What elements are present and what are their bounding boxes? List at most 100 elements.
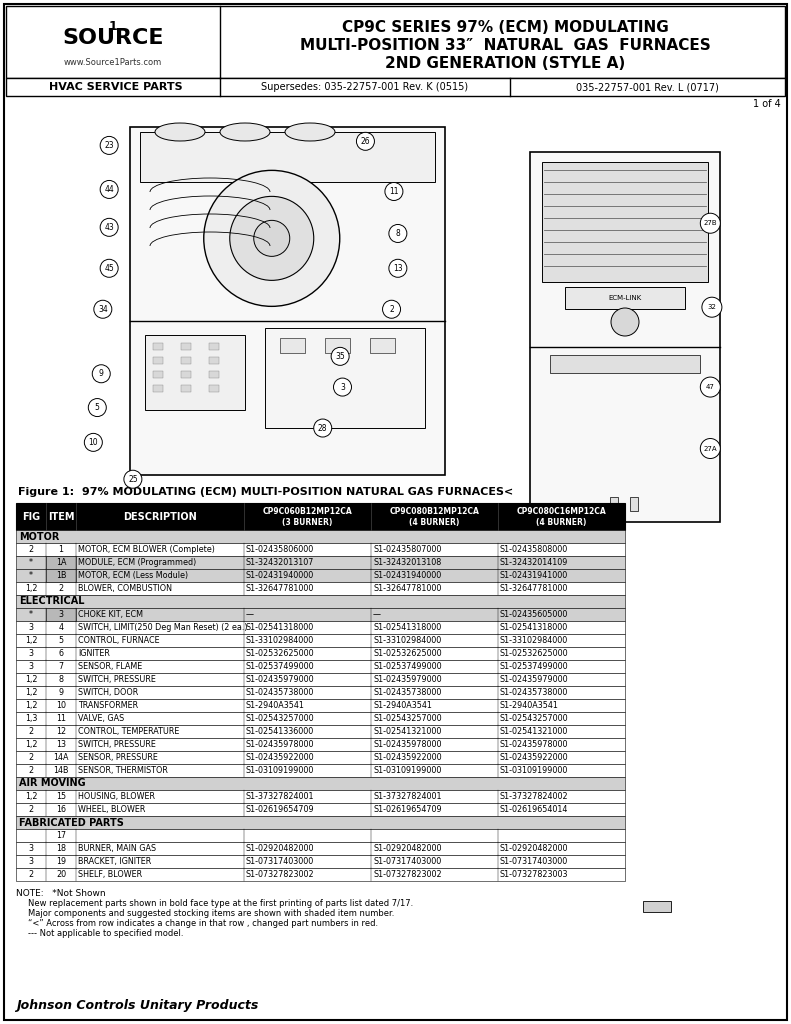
Text: 5: 5 bbox=[95, 403, 100, 412]
Text: --- Not applicable to specified model.: --- Not applicable to specified model. bbox=[28, 929, 184, 938]
Text: S1-02920482000: S1-02920482000 bbox=[246, 844, 315, 853]
Ellipse shape bbox=[285, 123, 335, 141]
Text: S1-02537499000: S1-02537499000 bbox=[500, 662, 569, 671]
Text: (3 BURNER): (3 BURNER) bbox=[282, 518, 333, 527]
Text: S1-02532625000: S1-02532625000 bbox=[500, 649, 569, 658]
Text: S1-02532625000: S1-02532625000 bbox=[373, 649, 441, 658]
Text: 1,2: 1,2 bbox=[25, 701, 37, 710]
Text: 3: 3 bbox=[28, 844, 33, 853]
Text: 16: 16 bbox=[56, 805, 66, 814]
Text: S1-03109199000: S1-03109199000 bbox=[373, 766, 441, 775]
Circle shape bbox=[229, 197, 314, 281]
Text: S1-02543257000: S1-02543257000 bbox=[500, 714, 569, 723]
Text: S1-02435808000: S1-02435808000 bbox=[500, 545, 568, 554]
Text: 1,2: 1,2 bbox=[25, 688, 37, 697]
Text: S1-02435922000: S1-02435922000 bbox=[246, 753, 315, 762]
Text: DESCRIPTION: DESCRIPTION bbox=[123, 512, 197, 521]
Text: S1-07327823002: S1-07327823002 bbox=[373, 870, 441, 879]
Text: S1-02435807000: S1-02435807000 bbox=[373, 545, 441, 554]
Text: MODULE, ECM (Programmed): MODULE, ECM (Programmed) bbox=[78, 558, 196, 567]
Bar bbox=[16, 699, 625, 712]
Bar bbox=[46, 608, 76, 621]
Text: S1-2940A3541: S1-2940A3541 bbox=[246, 701, 305, 710]
Bar bbox=[16, 660, 625, 673]
Text: BLOWER, COMBUSTION: BLOWER, COMBUSTION bbox=[78, 584, 172, 593]
Text: SENSOR, THERMISTOR: SENSOR, THERMISTOR bbox=[78, 766, 168, 775]
Text: 13: 13 bbox=[393, 264, 403, 272]
Text: HVAC SERVICE PARTS: HVAC SERVICE PARTS bbox=[49, 82, 183, 92]
Text: S1-02541321000: S1-02541321000 bbox=[373, 727, 441, 736]
Circle shape bbox=[700, 377, 721, 397]
Text: 11: 11 bbox=[389, 187, 399, 196]
Text: 2: 2 bbox=[28, 727, 33, 736]
Bar bbox=[16, 503, 625, 530]
Text: S1-07327823002: S1-07327823002 bbox=[246, 870, 315, 879]
Text: S1-02541321000: S1-02541321000 bbox=[500, 727, 569, 736]
Text: ITEM: ITEM bbox=[47, 512, 74, 521]
Text: S1-02619654014: S1-02619654014 bbox=[500, 805, 569, 814]
Text: 2: 2 bbox=[28, 545, 33, 554]
Text: 25: 25 bbox=[128, 475, 138, 483]
Text: 44: 44 bbox=[104, 185, 114, 194]
Bar bbox=[46, 556, 76, 569]
Bar bbox=[209, 371, 219, 378]
Text: 26: 26 bbox=[361, 137, 370, 145]
Text: S1-02435922000: S1-02435922000 bbox=[500, 753, 569, 762]
Text: S1-02435605000: S1-02435605000 bbox=[500, 610, 569, 618]
Bar bbox=[16, 608, 625, 621]
Bar bbox=[16, 855, 625, 868]
Text: 1,3: 1,3 bbox=[25, 714, 37, 723]
Text: *: * bbox=[29, 571, 33, 580]
Circle shape bbox=[385, 182, 403, 201]
Bar bbox=[530, 152, 720, 522]
Bar bbox=[209, 357, 219, 364]
Text: 10: 10 bbox=[56, 701, 66, 710]
Text: CP9C SERIES 97% (ECM) MODULATING: CP9C SERIES 97% (ECM) MODULATING bbox=[343, 20, 669, 35]
Text: 2: 2 bbox=[28, 870, 33, 879]
Text: NOTE:   *Not Shown: NOTE: *Not Shown bbox=[16, 889, 106, 898]
Circle shape bbox=[94, 300, 112, 318]
Text: 27A: 27A bbox=[703, 445, 717, 452]
Text: S1-02543257000: S1-02543257000 bbox=[373, 714, 441, 723]
Text: SWITCH, DOOR: SWITCH, DOOR bbox=[78, 688, 138, 697]
Circle shape bbox=[611, 308, 639, 336]
Text: S1-02619654709: S1-02619654709 bbox=[246, 805, 315, 814]
Text: 23: 23 bbox=[104, 141, 114, 150]
Circle shape bbox=[357, 132, 374, 151]
Circle shape bbox=[331, 347, 349, 366]
Text: S1-32432014109: S1-32432014109 bbox=[500, 558, 569, 567]
Bar bbox=[16, 569, 625, 582]
Text: AIR MOVING: AIR MOVING bbox=[19, 778, 85, 788]
Bar bbox=[325, 338, 350, 353]
Text: 35: 35 bbox=[335, 352, 345, 360]
Text: S1-32647781000: S1-32647781000 bbox=[500, 584, 569, 593]
Text: 14B: 14B bbox=[53, 766, 69, 775]
Bar bbox=[565, 287, 685, 309]
Circle shape bbox=[100, 136, 118, 155]
Text: CHOKE KIT, ECM: CHOKE KIT, ECM bbox=[78, 610, 143, 618]
Text: 3: 3 bbox=[28, 857, 33, 866]
Text: S1-32647781000: S1-32647781000 bbox=[373, 584, 441, 593]
Bar bbox=[542, 162, 708, 282]
Circle shape bbox=[254, 220, 290, 256]
Text: 17: 17 bbox=[56, 831, 66, 840]
Text: 18: 18 bbox=[56, 844, 66, 853]
Text: *: * bbox=[29, 610, 33, 618]
Text: ELECTRICAL: ELECTRICAL bbox=[19, 597, 85, 606]
Bar bbox=[265, 328, 425, 428]
Text: S1-02435738000: S1-02435738000 bbox=[373, 688, 441, 697]
Text: S1-07317403000: S1-07317403000 bbox=[246, 857, 314, 866]
Text: S1-02537499000: S1-02537499000 bbox=[246, 662, 315, 671]
Text: MULTI-POSITION 33″  NATURAL  GAS  FURNACES: MULTI-POSITION 33″ NATURAL GAS FURNACES bbox=[300, 38, 711, 53]
Text: S1-07317403000: S1-07317403000 bbox=[500, 857, 568, 866]
Text: S1-2940A3541: S1-2940A3541 bbox=[373, 701, 432, 710]
Text: 11: 11 bbox=[56, 714, 66, 723]
Bar bbox=[610, 497, 618, 511]
Text: VALVE, GAS: VALVE, GAS bbox=[78, 714, 124, 723]
Circle shape bbox=[100, 259, 118, 278]
Text: SENSOR, PRESSURE: SENSOR, PRESSURE bbox=[78, 753, 158, 762]
Bar bbox=[16, 829, 625, 842]
Text: S1-02435979000: S1-02435979000 bbox=[500, 675, 569, 684]
Ellipse shape bbox=[220, 123, 270, 141]
Text: 7: 7 bbox=[59, 662, 63, 671]
